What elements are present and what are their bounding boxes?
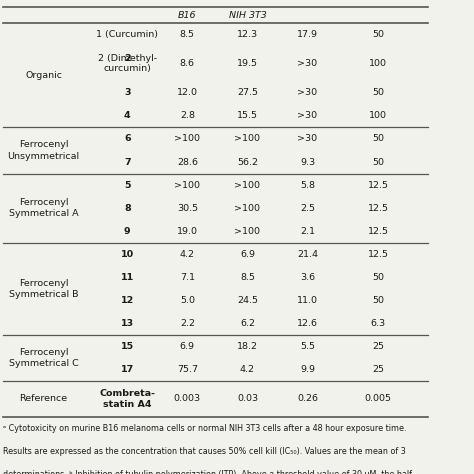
Text: 25: 25 — [372, 342, 384, 351]
Text: 4: 4 — [124, 111, 131, 120]
Text: >100: >100 — [174, 135, 201, 144]
Text: 21.4: 21.4 — [297, 250, 318, 259]
Text: 15.5: 15.5 — [237, 111, 258, 120]
Text: 28.6: 28.6 — [177, 157, 198, 166]
Text: determinations. ᵇ Inhibition of tubulin polymerization (ITP). Above a threshold : determinations. ᵇ Inhibition of tubulin … — [3, 470, 412, 474]
Text: 24.5: 24.5 — [237, 296, 258, 305]
Text: 4.2: 4.2 — [240, 365, 255, 374]
Text: 6.9: 6.9 — [180, 342, 195, 351]
Text: 2.1: 2.1 — [300, 227, 315, 236]
Text: Ferrocenyl: Ferrocenyl — [19, 279, 68, 288]
Text: 2 (Dimethyl-: 2 (Dimethyl- — [98, 54, 157, 63]
Text: Symmetrical B: Symmetrical B — [9, 290, 78, 299]
Text: 9: 9 — [124, 227, 131, 236]
Text: B16: B16 — [178, 11, 197, 20]
Text: >30: >30 — [298, 111, 318, 120]
Text: 9.3: 9.3 — [300, 157, 315, 166]
Text: >100: >100 — [235, 181, 260, 190]
Text: 50: 50 — [372, 30, 384, 39]
Text: 5.5: 5.5 — [300, 342, 315, 351]
Text: 2.2: 2.2 — [180, 319, 195, 328]
Text: >30: >30 — [298, 88, 318, 97]
Text: Symmetrical C: Symmetrical C — [9, 359, 79, 368]
Text: 11: 11 — [121, 273, 134, 282]
Text: 6.9: 6.9 — [240, 250, 255, 259]
Text: Reference: Reference — [19, 394, 68, 403]
Text: >100: >100 — [235, 135, 260, 144]
Text: 11.0: 11.0 — [297, 296, 318, 305]
Text: 15: 15 — [121, 342, 134, 351]
Text: 9.9: 9.9 — [300, 365, 315, 374]
Text: 19.5: 19.5 — [237, 59, 258, 68]
Text: NIH 3T3: NIH 3T3 — [228, 11, 266, 20]
Text: 50: 50 — [372, 273, 384, 282]
Text: 5.0: 5.0 — [180, 296, 195, 305]
Text: 8.6: 8.6 — [180, 59, 195, 68]
Text: 5: 5 — [124, 181, 130, 190]
Text: 6.2: 6.2 — [240, 319, 255, 328]
Text: 12.3: 12.3 — [237, 30, 258, 39]
Text: 19.0: 19.0 — [177, 227, 198, 236]
Text: 13: 13 — [121, 319, 134, 328]
Text: ᵃ Cytotoxicity on murine B16 melanoma cells or normal NIH 3T3 cells after a 48 h: ᵃ Cytotoxicity on murine B16 melanoma ce… — [3, 424, 406, 433]
Text: 6.3: 6.3 — [371, 319, 386, 328]
Text: 50: 50 — [372, 88, 384, 97]
Text: 12.6: 12.6 — [297, 319, 318, 328]
Text: 12.5: 12.5 — [368, 227, 389, 236]
Text: 75.7: 75.7 — [177, 365, 198, 374]
Text: Ferrocenyl: Ferrocenyl — [19, 348, 68, 357]
Text: 100: 100 — [369, 59, 387, 68]
Text: statin A4: statin A4 — [103, 400, 152, 409]
Text: 8: 8 — [124, 204, 131, 213]
Text: curcumin): curcumin) — [103, 64, 151, 73]
Text: Results are expressed as the concentration that causes 50% cell kill (IC₅₀). Val: Results are expressed as the concentrati… — [3, 447, 406, 456]
Text: 2.5: 2.5 — [300, 204, 315, 213]
Text: 7: 7 — [124, 157, 131, 166]
Text: 50: 50 — [372, 135, 384, 144]
Text: 12.5: 12.5 — [368, 204, 389, 213]
Text: 56.2: 56.2 — [237, 157, 258, 166]
Text: 12.0: 12.0 — [177, 88, 198, 97]
Text: 27.5: 27.5 — [237, 88, 258, 97]
Text: 3.6: 3.6 — [300, 273, 315, 282]
Text: 7.1: 7.1 — [180, 273, 195, 282]
Text: >30: >30 — [298, 135, 318, 144]
Text: 3: 3 — [124, 88, 130, 97]
Text: 17: 17 — [121, 365, 134, 374]
Text: 1 (Curcumin): 1 (Curcumin) — [96, 30, 158, 39]
Text: 0.003: 0.003 — [174, 394, 201, 403]
Text: 12: 12 — [121, 296, 134, 305]
Text: Combreta-: Combreta- — [99, 389, 155, 398]
Text: 50: 50 — [372, 157, 384, 166]
Text: Organic: Organic — [25, 71, 62, 80]
Text: >100: >100 — [174, 181, 201, 190]
Text: 8.5: 8.5 — [240, 273, 255, 282]
Text: 30.5: 30.5 — [177, 204, 198, 213]
Text: 10: 10 — [121, 250, 134, 259]
Text: 17.9: 17.9 — [297, 30, 318, 39]
Text: >30: >30 — [298, 59, 318, 68]
Text: 0.005: 0.005 — [365, 394, 392, 403]
Text: 2.8: 2.8 — [180, 111, 195, 120]
Text: 18.2: 18.2 — [237, 342, 258, 351]
Text: 12.5: 12.5 — [368, 181, 389, 190]
Text: Ferrocenyl: Ferrocenyl — [19, 198, 68, 207]
Text: >100: >100 — [235, 204, 260, 213]
Text: Unsymmetrical: Unsymmetrical — [8, 152, 80, 161]
Text: 100: 100 — [369, 111, 387, 120]
Text: Ferrocenyl: Ferrocenyl — [19, 140, 68, 149]
Text: 0.26: 0.26 — [297, 394, 318, 403]
Text: 8.5: 8.5 — [180, 30, 195, 39]
Text: 4.2: 4.2 — [180, 250, 195, 259]
Text: 5.8: 5.8 — [300, 181, 315, 190]
Text: 50: 50 — [372, 296, 384, 305]
Text: 12.5: 12.5 — [368, 250, 389, 259]
Text: 25: 25 — [372, 365, 384, 374]
Text: Symmetrical A: Symmetrical A — [9, 210, 78, 219]
Text: 6: 6 — [124, 135, 131, 144]
Text: 2: 2 — [124, 54, 131, 63]
Text: >100: >100 — [235, 227, 260, 236]
Text: 0.03: 0.03 — [237, 394, 258, 403]
